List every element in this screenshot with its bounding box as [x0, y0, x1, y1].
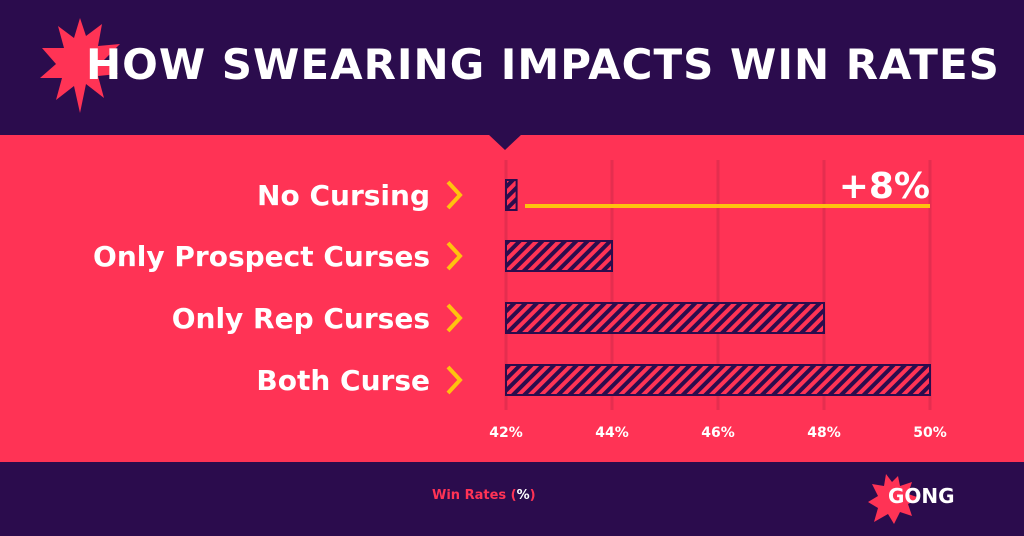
- tick-label: 48%: [807, 425, 841, 441]
- tick-label: 42%: [489, 425, 523, 441]
- header: HOW SWEARING IMPACTS WIN RATES: [0, 0, 1024, 135]
- bar: [505, 240, 613, 272]
- notch: [488, 134, 522, 150]
- bar-chart: No Cursing Only Prospect Curses Only Rep C…: [93, 160, 947, 441]
- tick-label: 50%: [913, 425, 947, 441]
- category-label: Only Rep Curses: [172, 302, 430, 335]
- tick-label: 46%: [701, 425, 735, 441]
- chevron-right-icon: [446, 303, 463, 333]
- starburst-icon: [40, 18, 120, 113]
- bar: [505, 364, 931, 396]
- category-label: Only Prospect Curses: [93, 240, 430, 273]
- chevron-right-icon: [446, 241, 463, 271]
- bar: [505, 179, 518, 211]
- gong-logo: GONG: [888, 484, 955, 508]
- bar: [505, 302, 825, 334]
- chevron-right-icon: [446, 180, 463, 210]
- gong-logo-burst-icon: [868, 474, 920, 524]
- footer: Win Rates (%) GONG: [0, 462, 1024, 536]
- category-label: No Cursing: [257, 179, 430, 212]
- chart-title: HOW SWEARING IMPACTS WIN RATES: [86, 40, 1000, 89]
- x-axis-label: Win Rates (%): [432, 488, 536, 503]
- annotation-label: +8%: [839, 166, 930, 207]
- category-label: Both Curse: [256, 364, 430, 397]
- tick-label: 44%: [595, 425, 629, 441]
- chevron-right-icon: [446, 365, 463, 395]
